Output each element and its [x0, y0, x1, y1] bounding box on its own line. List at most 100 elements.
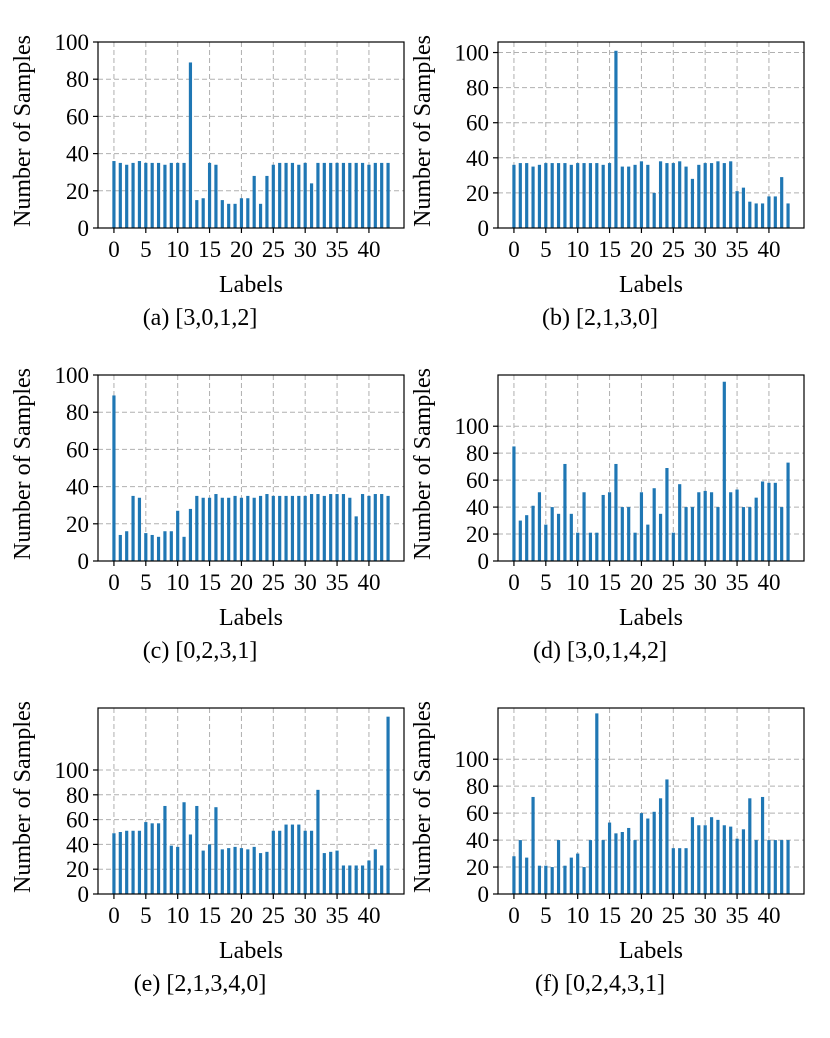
- bar-e-9: [169, 845, 173, 894]
- chart-panel-d: 0 20 40 60 80 100 0 5 10 15 20 25 30 35 40 Labels Number…: [400, 333, 805, 664]
- x-tick-label-e-35: 35: [326, 903, 349, 928]
- bar-c-38: [354, 516, 358, 561]
- bar-b-40: [767, 196, 771, 228]
- bar-e-39: [360, 865, 365, 894]
- x-tick-label-f-0: 0: [508, 903, 520, 928]
- y-tick-label-a-80: 80: [66, 67, 89, 92]
- bar-b-24: [665, 163, 669, 228]
- x-tick-label-f-35: 35: [726, 903, 749, 928]
- bar-f-16: [614, 833, 618, 894]
- bar-b-15: [607, 163, 612, 228]
- bar-f-2: [525, 857, 529, 894]
- bar-a-25: [271, 164, 275, 228]
- bar-c-41: [373, 494, 377, 561]
- y-tick-label-c-100: 100: [55, 363, 90, 388]
- bar-d-10: [576, 532, 580, 561]
- bar-b-22: [652, 192, 656, 228]
- bar-e-43: [386, 716, 390, 894]
- bar-c-42: [380, 494, 384, 561]
- bar-c-0: [112, 395, 116, 561]
- bar-b-6: [550, 163, 554, 228]
- x-tick-label-b-20: 20: [630, 237, 653, 262]
- bar-d-38: [754, 497, 758, 561]
- bar-f-30: [703, 825, 707, 894]
- bar-b-35: [735, 191, 739, 228]
- bar-c-26: [278, 495, 282, 561]
- y-tick-label-b-0: 0: [478, 216, 490, 241]
- bar-e-24: [265, 851, 269, 894]
- y-tick-label-d-80: 80: [466, 441, 489, 466]
- x-tick-label-c-5: 5: [140, 570, 152, 595]
- bar-a-15: [207, 162, 212, 228]
- caption-c: (c) [0,2,3,1]: [142, 638, 258, 664]
- bar-a-17: [220, 200, 224, 228]
- x-tick-label-b-40: 40: [757, 237, 780, 262]
- bar-b-18: [627, 166, 631, 228]
- bar-a-30: [303, 162, 307, 228]
- bar-b-2: [525, 163, 529, 228]
- bar-b-21: [646, 164, 650, 228]
- bar-b-38: [754, 203, 758, 228]
- x-tick-label-c-30: 30: [294, 570, 317, 595]
- x-tick-label-a-10: 10: [166, 237, 189, 262]
- bar-f-37: [748, 798, 752, 894]
- bar-f-39: [760, 796, 765, 894]
- bar-f-35: [735, 838, 739, 894]
- bar-e-17: [220, 849, 224, 894]
- bar-d-21: [646, 524, 650, 561]
- bar-d-16: [614, 463, 618, 561]
- bar-e-3: [131, 830, 135, 894]
- bar-e-16: [214, 807, 218, 894]
- bar-a-8: [163, 164, 167, 228]
- y-tick-label-c-0: 0: [78, 549, 90, 574]
- bar-a-24: [265, 175, 269, 228]
- bar-a-6: [150, 162, 154, 228]
- y-tick-label-e-100: 100: [55, 758, 90, 783]
- y-tick-label-e-20: 20: [66, 857, 89, 882]
- bar-f-6: [550, 867, 554, 894]
- bar-f-3: [531, 796, 535, 894]
- bar-c-16: [214, 494, 218, 561]
- x-tick-label-a-15: 15: [198, 237, 221, 262]
- bar-e-21: [246, 849, 250, 894]
- bar-f-23: [658, 798, 663, 894]
- bar-c-9: [169, 531, 173, 561]
- chart-panel-e: 0 20 40 60 80 100 0 5 10 15 20 25 30 35 40 Labels Number…: [0, 666, 405, 997]
- bar-a-27: [284, 162, 288, 228]
- bar-a-14: [201, 198, 205, 228]
- bar-f-38: [754, 840, 758, 894]
- x-axis-label-a: Labels: [219, 272, 283, 298]
- bar-e-38: [354, 865, 358, 894]
- y-tick-label-f-0: 0: [478, 882, 490, 907]
- bar-d-35: [735, 489, 739, 561]
- bar-f-15: [607, 822, 612, 894]
- bar-a-5: [144, 162, 148, 228]
- bar-c-39: [360, 494, 365, 561]
- bar-b-1: [518, 163, 522, 228]
- bar-c-11: [182, 536, 186, 561]
- y-tick-label-e-0: 0: [78, 882, 90, 907]
- bar-d-22: [652, 488, 656, 561]
- bar-a-13: [195, 200, 199, 228]
- bar-e-19: [233, 846, 237, 894]
- bar-f-17: [620, 832, 624, 894]
- bar-a-21: [246, 198, 250, 228]
- bar-a-20: [239, 198, 244, 228]
- bar-a-22: [252, 175, 256, 228]
- bar-f-13: [595, 713, 599, 894]
- x-tick-label-f-40: 40: [757, 903, 780, 928]
- bar-f-20: [639, 813, 644, 894]
- x-tick-label-b-15: 15: [598, 237, 621, 262]
- bar-e-23: [258, 853, 263, 894]
- x-tick-label-a-5: 5: [140, 237, 152, 262]
- bar-d-25: [671, 532, 675, 561]
- bar-c-28: [290, 495, 295, 561]
- x-axis-label-d: Labels: [619, 605, 683, 631]
- bar-f-34: [729, 826, 733, 894]
- x-tick-label-f-25: 25: [662, 903, 685, 928]
- x-tick-label-e-20: 20: [230, 903, 253, 928]
- bar-b-43: [786, 203, 790, 228]
